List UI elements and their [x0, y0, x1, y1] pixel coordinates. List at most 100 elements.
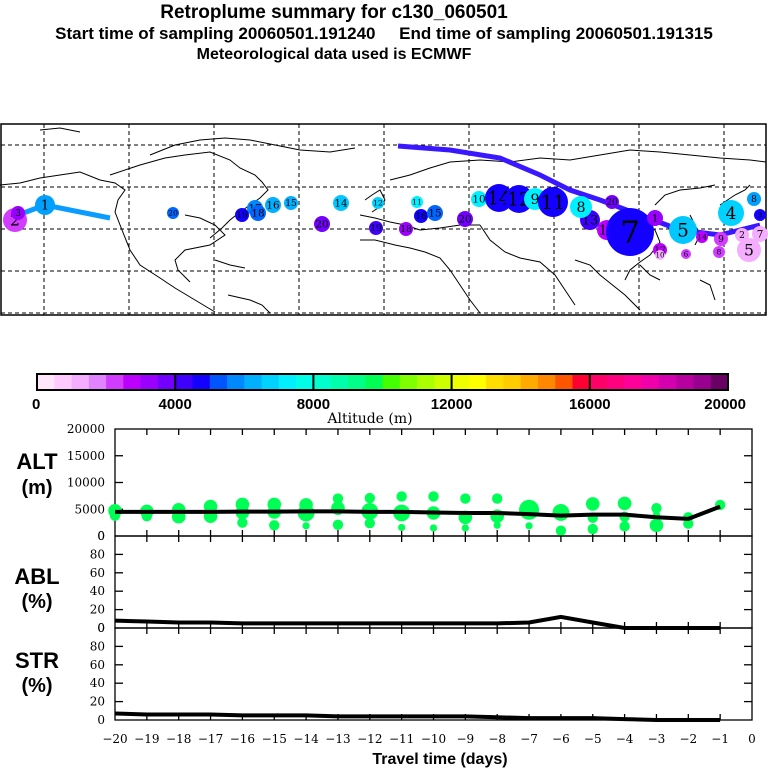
plume-marker-label: 19	[236, 211, 248, 221]
y-tick-label: 0	[97, 529, 105, 543]
plume-marker: 11	[411, 196, 423, 208]
y-tick-label: 80	[90, 547, 105, 561]
colorbar-tick-label: 0	[32, 396, 40, 413]
colorbar-swatch	[244, 374, 263, 390]
plume-marker-circle	[714, 232, 728, 246]
plume-marker: 14	[333, 195, 349, 211]
colorbar-swatch	[572, 374, 591, 390]
plume-marker-circle	[11, 206, 25, 220]
colorbar-swatch	[693, 374, 712, 390]
altitude-scatter-point	[525, 522, 533, 530]
colorbar-swatch	[347, 374, 366, 390]
coastline	[654, 184, 716, 206]
altitude-scatter-point	[587, 523, 598, 535]
plume-marker-label: 3	[758, 211, 763, 220]
x-tick-label: −12	[357, 732, 382, 746]
plume-marker-label: 16	[266, 200, 279, 212]
plume-marker-circle	[369, 221, 383, 235]
y-tick-label: 0	[97, 621, 105, 635]
colorbar-tick-label: 20000	[704, 396, 746, 413]
plume-marker-label: 1	[652, 213, 659, 225]
y-tick-label: 20	[90, 695, 105, 709]
plume-marker: 1	[35, 195, 55, 215]
plume-marker: 6	[681, 249, 691, 259]
coastline	[479, 224, 576, 306]
colorbar-swatch	[106, 374, 124, 390]
x-tick-label: −19	[134, 732, 159, 746]
trajectory-map: 1232017191816151420121918111615201014129…	[0, 123, 768, 316]
y-tick-label: 40	[90, 584, 105, 598]
altitude-colorbar: 0 4000 8000 12000 16000 20000 Altitude (m)	[32, 373, 746, 427]
plume-marker-circle	[333, 195, 349, 211]
y-tick-label: 60	[90, 658, 105, 672]
colorbar-swatch	[589, 374, 608, 390]
plume-marker-label: 5	[677, 220, 689, 241]
plume-marker-label: 16	[415, 212, 427, 222]
altitude-scatter-point	[585, 497, 600, 511]
plume-marker-circle	[655, 250, 665, 260]
altitude-scatter-point	[552, 504, 570, 521]
plume-marker-circle	[414, 209, 428, 223]
plume-marker-label: 1	[41, 199, 49, 214]
colorbar-swatch	[278, 374, 297, 390]
altitude-scatter-point	[619, 521, 630, 532]
colorbar-tick-label: 8000	[297, 396, 330, 413]
colorbar-swatch	[88, 374, 107, 390]
plume-marker: 15	[427, 205, 443, 221]
plume-marker: 8	[570, 196, 592, 218]
plume-marker-circle	[399, 222, 413, 236]
plume-marker-circle	[718, 200, 744, 226]
plume-marker-label: 15	[285, 199, 297, 209]
plume-marker-label: 8	[751, 195, 757, 205]
altitude-scatter-point	[332, 493, 344, 504]
plume-marker-label: 2	[739, 231, 745, 241]
plume-marker-label: 9	[530, 192, 539, 208]
chart-title: Retroplume summary for c130_060501	[160, 2, 508, 23]
altitude-scatter-point	[492, 493, 503, 504]
altitude-scatter-point	[269, 520, 280, 531]
colorbar-swatch	[382, 374, 401, 390]
altitude-scatter-point	[617, 496, 632, 511]
plume-marker: 19	[369, 221, 383, 235]
y-tick-label: 5000	[74, 502, 105, 516]
x-tick-label: 0	[748, 732, 756, 746]
colorbar-swatch	[330, 374, 349, 390]
colorbar-swatch	[624, 374, 643, 390]
plume-marker: 10	[471, 191, 487, 207]
plume-marker-circle	[284, 196, 298, 210]
altitude-scatter-point	[364, 517, 375, 529]
colorbar-tick-label: 12000	[431, 396, 473, 413]
plume-marker: 7	[606, 208, 654, 256]
colorbar-swatch	[209, 374, 228, 390]
colorbar-frame	[36, 373, 729, 391]
altitude-scatter-point	[428, 491, 439, 502]
plume-marker-label: 4	[726, 203, 737, 223]
plume-marker-circle	[485, 184, 513, 212]
plume-marker-label: 20	[168, 209, 178, 218]
plume-marker: 10	[655, 250, 665, 260]
plume-marker-label: 18	[251, 208, 264, 220]
sampling-time-subtitle: Start time of sampling 20060501.191240 E…	[55, 24, 713, 43]
coastline	[639, 264, 661, 281]
y-tick-label: 80	[90, 639, 105, 653]
plume-marker-circle	[669, 216, 697, 244]
plume-marker: 20	[167, 207, 179, 219]
mean-altitude-line	[115, 504, 721, 521]
x-tick-label: −16	[230, 732, 255, 746]
plume-marker-label: 12	[507, 189, 530, 210]
plume-marker-label: 5	[744, 241, 754, 259]
plume-marker-circle	[250, 205, 266, 221]
plume-marker: 3	[11, 206, 25, 220]
colorbar-swatch	[555, 374, 574, 390]
x-tick-label: −11	[389, 732, 414, 746]
x-tick-label: −15	[262, 732, 287, 746]
plume-marker-label: 6	[684, 250, 689, 258]
plume-marker: 12	[372, 197, 384, 209]
plume-marker-label: 20	[606, 198, 618, 208]
x-tick-label: −7	[520, 732, 538, 746]
x-tick-label: −9	[456, 732, 474, 746]
altitude-scatter-point	[396, 491, 407, 502]
alt-panel-unit: (m)	[21, 477, 52, 499]
altitude-scatter-point	[555, 525, 567, 536]
y-tick-label: 20	[90, 603, 105, 617]
